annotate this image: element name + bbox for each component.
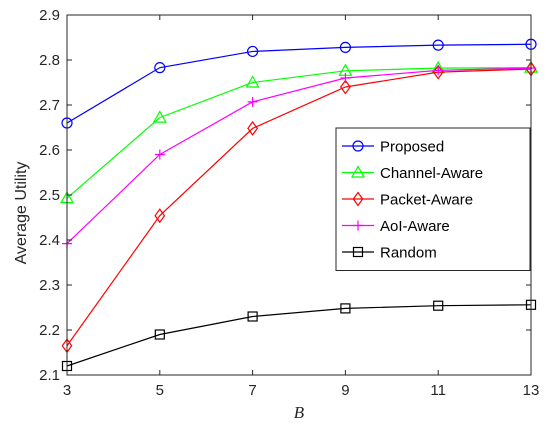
data-point — [353, 220, 363, 231]
y-tick-label: 2.6 — [39, 142, 60, 159]
x-tick-label: 13 — [523, 382, 540, 399]
data-point — [352, 140, 364, 152]
y-tick-label: 2.2 — [39, 322, 60, 339]
data-point — [433, 300, 444, 311]
y-tick-label: 2.8 — [39, 52, 60, 69]
data-point — [152, 110, 167, 123]
y-tick-label: 2.7 — [39, 97, 60, 114]
data-point — [247, 96, 258, 107]
series-layer — [59, 38, 539, 372]
tick-labels: 3 5 7 9 11 13 2.1 2.2 2.3 2.4 2.5 2.6 2.7 2.8 2.9 — [39, 7, 539, 399]
x-tick-label: 7 — [248, 382, 256, 399]
data-point — [340, 73, 351, 83]
data-point — [154, 62, 166, 74]
data-point — [352, 191, 364, 207]
x-tick-label: 5 — [156, 382, 164, 399]
legend-entry: AoI-Aware — [342, 218, 450, 235]
x-tick-label: 9 — [341, 382, 349, 399]
series-packet-aware — [61, 61, 537, 354]
legend-entry: Channel-Aware — [342, 165, 483, 182]
legend-label: Random — [380, 245, 437, 262]
x-tick-label: 3 — [63, 382, 71, 399]
data-point — [339, 79, 351, 95]
data-point — [154, 149, 165, 160]
data-point — [247, 311, 258, 322]
legend-entry: Packet-Aware — [342, 191, 473, 209]
data-point — [340, 303, 351, 314]
x-tick-label: 11 — [430, 382, 446, 399]
x-axis-label: B — [294, 403, 305, 422]
legend-label: Channel-Aware — [380, 165, 483, 182]
data-point — [432, 39, 444, 51]
data-point — [247, 120, 259, 136]
y-axis-label: Average Utility — [13, 162, 30, 265]
data-point — [433, 65, 444, 76]
series-line — [66, 67, 532, 245]
data-point — [350, 165, 366, 178]
series-line — [66, 68, 532, 347]
data-point — [245, 75, 260, 88]
y-tick-label: 2.1 — [39, 367, 60, 384]
legend-entry: Random — [342, 245, 437, 262]
y-tick-label: 2.9 — [39, 7, 60, 24]
y-tick-label: 2.3 — [39, 277, 60, 294]
series-line — [66, 43, 532, 124]
legend-label: Packet-Aware — [380, 192, 473, 209]
y-tick-label: 2.5 — [39, 187, 60, 204]
axes — [66, 14, 532, 376]
legend-entry: Proposed — [342, 139, 444, 156]
series-line — [66, 304, 532, 367]
legend: Proposed Channel-Aware Packet-Aware AoI-Awa… — [335, 127, 531, 271]
y-tick-label: 2.4 — [39, 232, 60, 249]
series-line — [66, 67, 532, 199]
legend-label: AoI-Aware — [380, 218, 450, 235]
legend-label: Proposed — [380, 139, 444, 156]
data-point — [154, 329, 165, 340]
data-point — [339, 41, 351, 54]
data-point — [352, 246, 364, 258]
data-point — [154, 208, 166, 224]
data-point — [247, 45, 259, 58]
